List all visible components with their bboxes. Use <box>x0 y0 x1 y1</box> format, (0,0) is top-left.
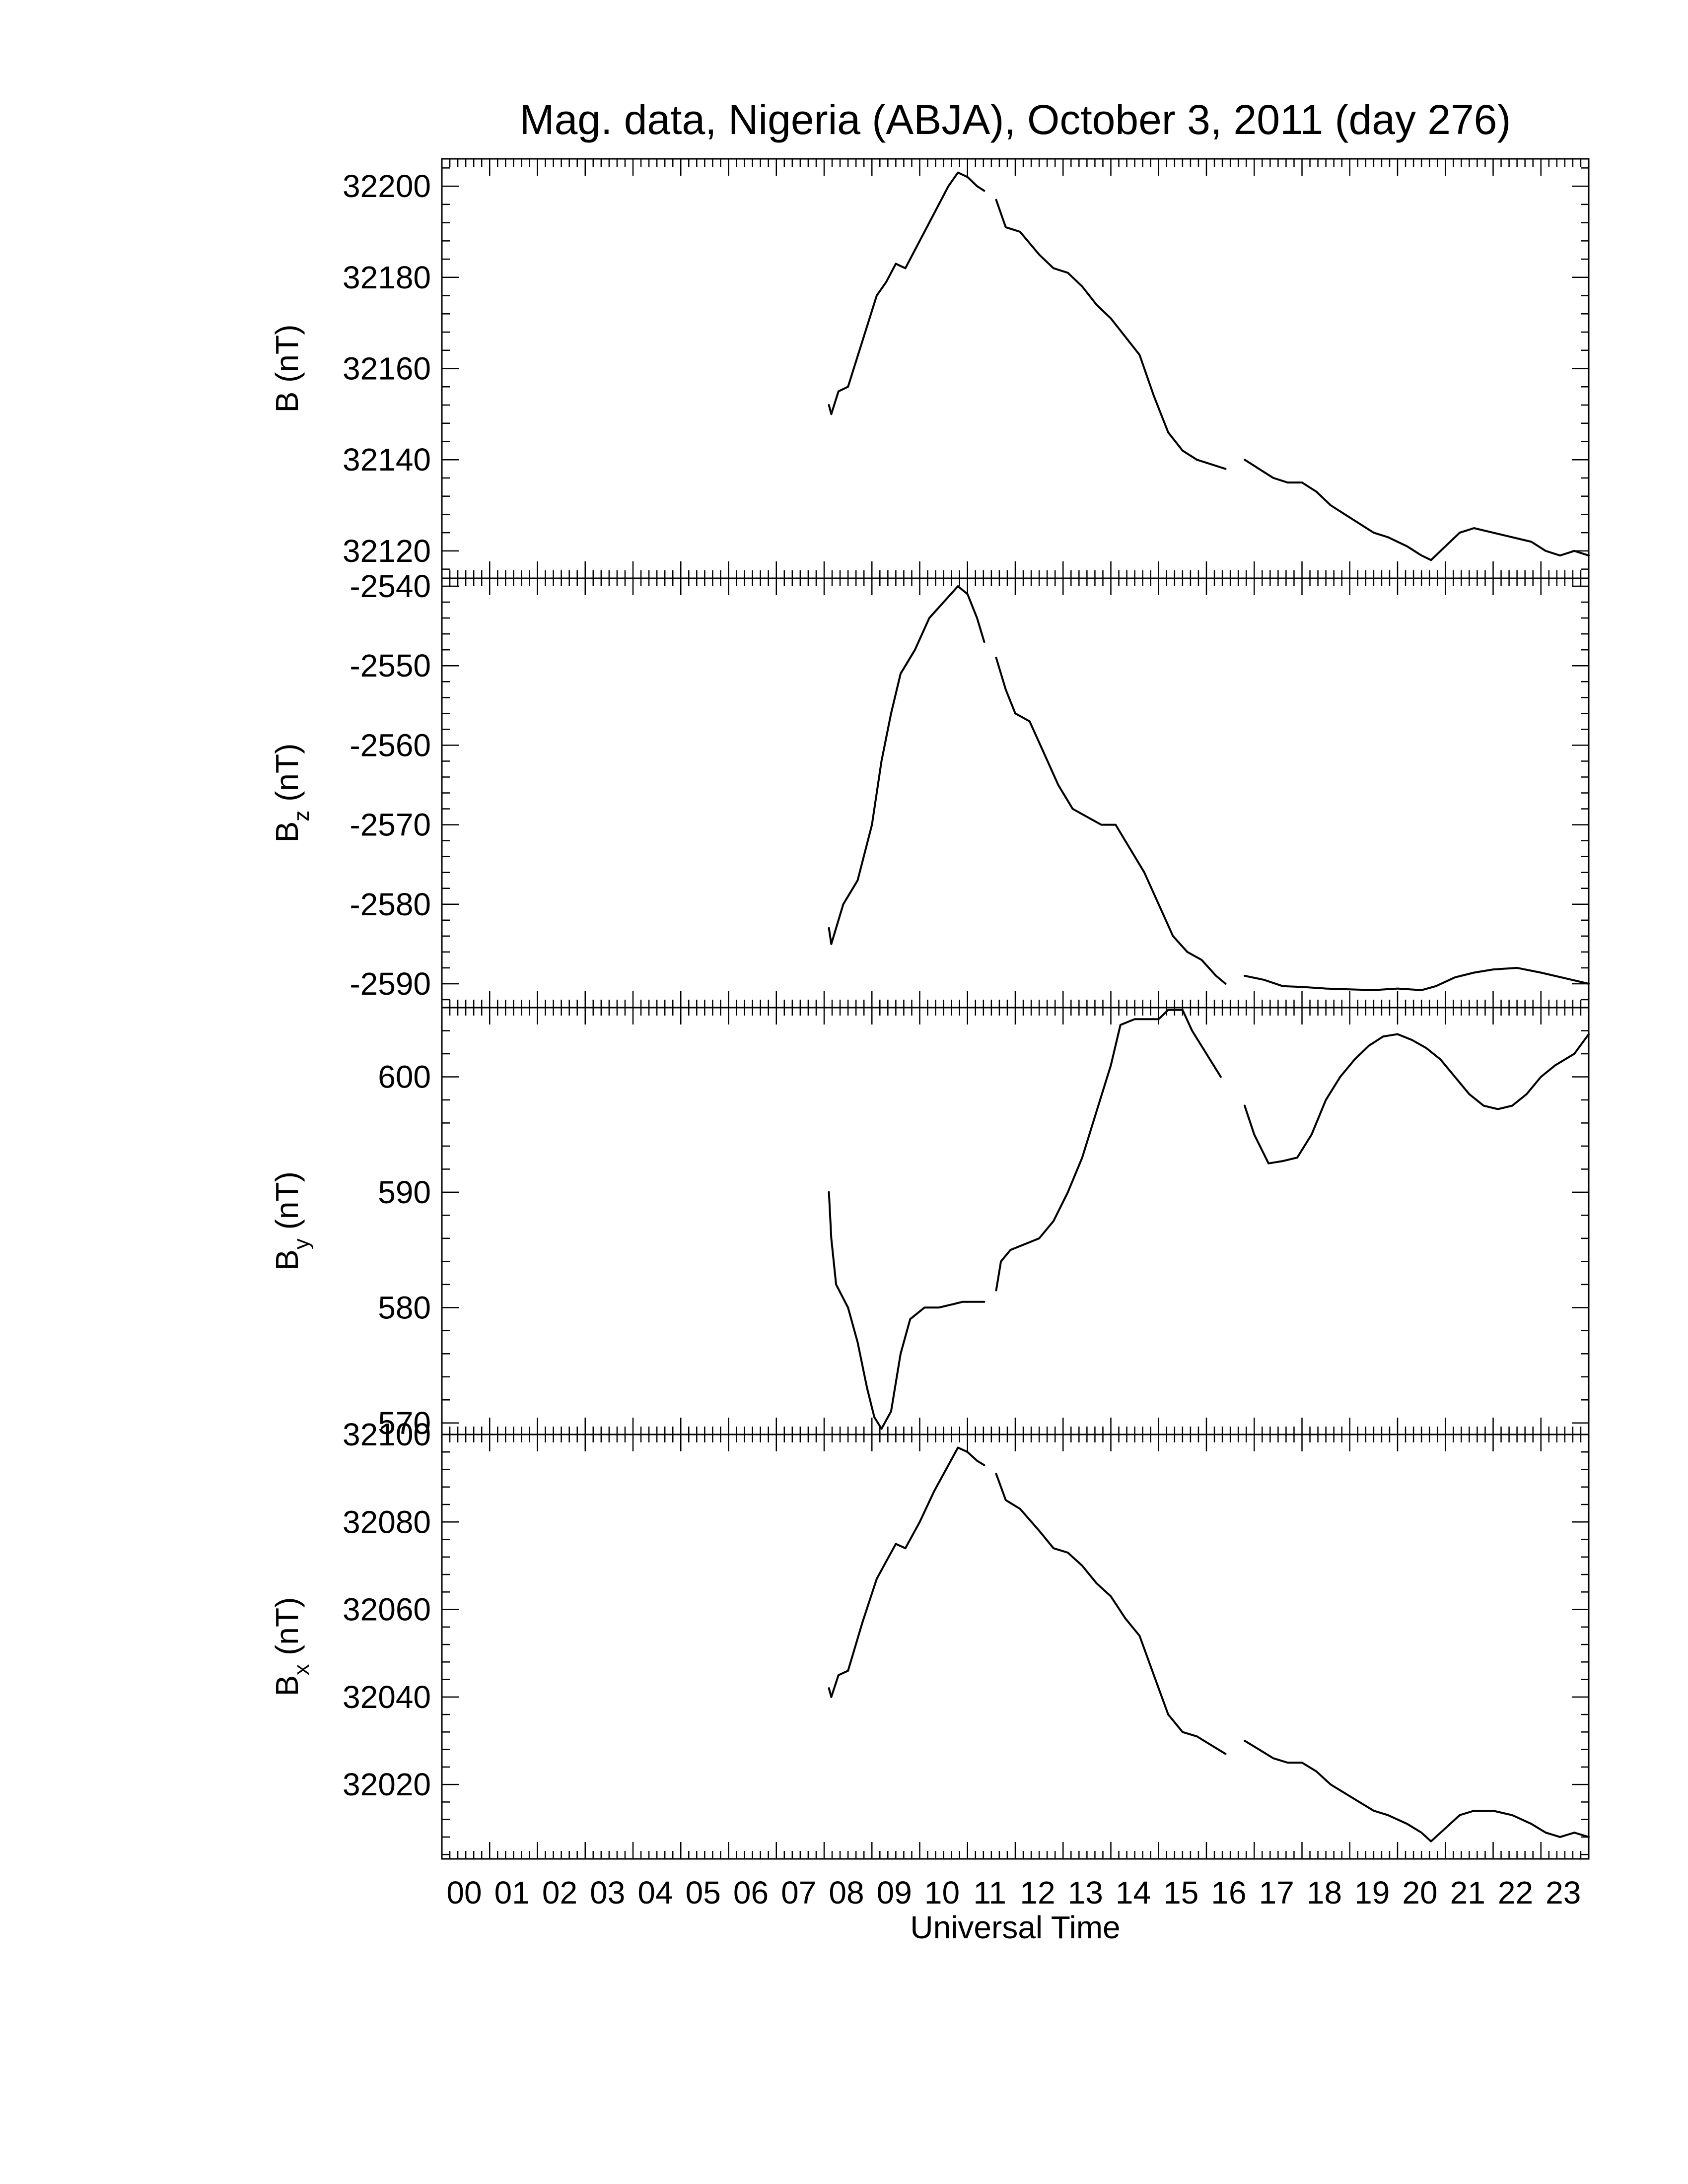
series-line-By-segment-3 <box>1244 1033 1590 1164</box>
x-tick-label: 12 <box>1020 1875 1055 1911</box>
x-tick-label: 13 <box>1068 1875 1103 1911</box>
y-tick-label: 32020 <box>343 1767 431 1802</box>
panel-Bz: -2540 -2550 -2560 -2570 -2580 -2590 Bz (nT) <box>269 568 1590 1009</box>
y-tick-label: 32180 <box>343 260 431 295</box>
y-axis-label-main: B <box>269 1249 305 1271</box>
x-tick-label: 17 <box>1259 1875 1294 1911</box>
x-tick-label: 08 <box>829 1875 864 1911</box>
x-tick-label: 23 <box>1546 1875 1581 1911</box>
x-tick-label: 22 <box>1498 1875 1533 1911</box>
y-tick-label: 32080 <box>343 1504 431 1540</box>
series-line-Bz-segment-2 <box>995 657 1227 985</box>
y-tick-label: 32120 <box>343 533 431 569</box>
x-tick-label: 01 <box>494 1875 530 1911</box>
y-axis-label-subscript: z <box>289 811 314 821</box>
x-tick-label: 20 <box>1402 1875 1437 1911</box>
panel-B-frame <box>441 158 1590 579</box>
y-tick-label: -2580 <box>350 887 431 922</box>
y-axis-label: Bz (nT) <box>269 744 314 843</box>
series-line-B-segment-2 <box>995 199 1227 470</box>
x-axis-tick-labels: 00 01 02 03 04 05 06 07 08 09 10 11 12 13 14 15 16 17 18 19… <box>446 1875 1581 1911</box>
x-tick-label: 05 <box>686 1875 721 1911</box>
y-tick-label: -2550 <box>350 648 431 683</box>
x-tick-label: 16 <box>1211 1875 1246 1911</box>
y-tick-label: -2590 <box>350 966 431 1002</box>
series-line-Bx-segment-1 <box>828 1446 985 1698</box>
x-axis-label: Universal Time <box>910 1910 1120 1945</box>
x-tick-label: 19 <box>1354 1875 1390 1911</box>
series-line-By-segment-1 <box>828 1191 985 1430</box>
series-line-B-segment-1 <box>828 171 985 415</box>
y-axis-label: B (nT) <box>269 325 305 413</box>
panels-group: 32120 32140 32160 32180 32200 B (nT) -2540 -255… <box>269 158 1590 1860</box>
x-tick-label: 02 <box>542 1875 577 1911</box>
series-line-Bz-segment-1 <box>828 585 985 945</box>
x-tick-label: 14 <box>1116 1875 1151 1911</box>
y-tick-label: -2560 <box>350 727 431 763</box>
x-tick-label: 07 <box>781 1875 816 1911</box>
y-axis-label-subscript: x <box>289 1664 314 1675</box>
x-tick-label: 04 <box>637 1875 673 1911</box>
y-axis-label-unit: (nT) <box>269 325 305 392</box>
y-axis-label: By (nT) <box>269 1171 314 1271</box>
x-tick-label: 15 <box>1163 1875 1198 1911</box>
y-tick-label: 32060 <box>343 1592 431 1628</box>
x-tick-label: 06 <box>733 1875 769 1911</box>
y-tick-label: 570 <box>378 1405 431 1441</box>
y-axis-label-main: B <box>269 1675 305 1697</box>
y-tick-label: 32100 <box>343 1417 431 1452</box>
x-tick-label: 18 <box>1307 1875 1342 1911</box>
y-axis-label-unit: (nT) <box>269 1171 305 1238</box>
y-tick-label: 32160 <box>343 351 431 387</box>
panel-B: 32120 32140 32160 32180 32200 B (nT) <box>269 158 1590 579</box>
x-tick-label: 09 <box>877 1875 912 1911</box>
y-tick-label: 580 <box>378 1290 431 1325</box>
y-tick-label: 32140 <box>343 442 431 478</box>
panel-By-frame <box>441 1007 1590 1435</box>
x-tick-label: 00 <box>446 1875 482 1911</box>
y-tick-label: 600 <box>378 1059 431 1094</box>
series-line-By-segment-2 <box>995 1009 1222 1292</box>
y-axis-label: Bx (nT) <box>269 1597 314 1697</box>
y-axis-label-main: B <box>269 392 305 413</box>
panel-Bz-frame <box>441 577 1590 1009</box>
x-tick-label: 11 <box>974 1875 1006 1911</box>
y-axis-label-subscript: y <box>289 1238 314 1249</box>
panel-Bx-frame <box>441 1433 1590 1860</box>
series-line-Bx-segment-2 <box>995 1473 1227 1755</box>
x-tick-label: 03 <box>590 1875 625 1911</box>
y-tick-label: -2570 <box>350 807 431 843</box>
y-axis-label-unit: (nT) <box>269 744 305 811</box>
series-line-Bx-segment-3 <box>1244 1740 1590 1843</box>
panel-By: 570 580 590 600 By (nT) <box>269 1007 1590 1441</box>
series-line-B-segment-3 <box>1244 459 1590 561</box>
y-axis-label-main: B <box>269 821 305 843</box>
panel-Bx: 32020 32040 32060 32080 32100 Bx (nT) <box>269 1417 1590 1860</box>
series-line-Bz-segment-3 <box>1244 966 1590 991</box>
x-tick-label: 21 <box>1450 1875 1485 1911</box>
y-tick-label: -2540 <box>350 568 431 604</box>
x-tick-label: 10 <box>924 1875 960 1911</box>
y-tick-label: 590 <box>378 1174 431 1210</box>
y-axis-label-unit: (nT) <box>269 1597 305 1664</box>
y-tick-label: 32040 <box>343 1679 431 1715</box>
chart-title: Mag. data, Nigeria (ABJA), October 3, 20… <box>520 96 1511 143</box>
y-tick-label: 32200 <box>343 168 431 204</box>
